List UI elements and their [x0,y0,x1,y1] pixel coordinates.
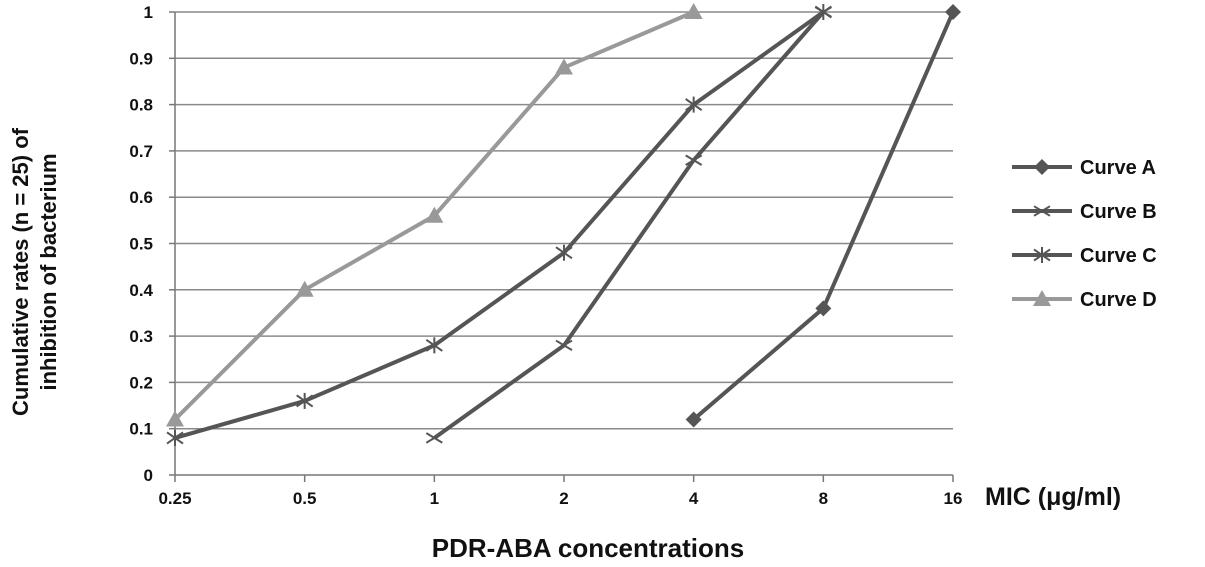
legend-marker [1033,290,1051,306]
x-tick-label: 0.5 [293,489,317,508]
y-axis-label-line2: inhibition of bacterium [36,153,61,390]
series-line-curve-b [433,10,825,440]
y-tick-label: 0.5 [129,235,153,254]
data-point-curve-c [425,337,443,354]
y-tick-label: 1 [144,3,153,22]
legend-item-curve-d: Curve D [1012,289,1157,311]
data-point-curve-d [425,206,444,223]
data-point-curve-a [685,411,702,428]
y-tick-label: 0.2 [129,373,153,392]
y-tick-label: 0.9 [129,49,153,68]
data-point-curve-b [555,339,573,352]
series-line-curve-a [692,11,955,421]
y-axis-label-line1: Cumulative rates (n = 25) of [8,127,33,416]
axes [169,11,954,482]
x-tick-label: 4 [689,489,699,508]
legend-item-curve-c: Curve C [1012,245,1157,267]
data-point-curve-a [815,300,832,317]
legend-marker [1034,159,1050,175]
data-point-curve-c [166,429,184,446]
y-tick-label: 0.3 [129,327,153,346]
y-tick-label: 0.4 [129,281,153,300]
x-tick-labels: 0.25 0.5 1 2 4 8 16 [158,489,962,508]
data-point-curve-d [684,3,703,19]
legend: Curve A Curve B Curve C Curve D [1012,157,1157,311]
series-group [166,3,961,446]
x-unit-label: MIC (μg/ml) [985,483,1121,511]
y-tick-label: 0.1 [129,420,153,439]
data-point-curve-c [814,4,832,20]
data-point-curve-b [425,432,443,444]
x-tick-label: 8 [819,489,828,508]
data-point-curve-c [296,392,314,409]
legend-label: Curve C [1080,245,1157,267]
series-curve-d [166,3,703,427]
x-tick-label: 16 [944,489,963,508]
data-point-curve-a [945,4,961,20]
data-point-curve-c [555,244,573,261]
legend-marker [1033,205,1051,217]
series-curve-a [685,4,961,428]
y-tick-label: 0.6 [129,188,153,207]
data-point-curve-d [555,58,573,75]
series-curve-c [166,4,832,446]
y-tick-label: 0.8 [129,96,153,115]
series-line-curve-c [174,10,825,440]
x-tick-label: 2 [559,489,568,508]
y-tick-labels: 0 0.1 0.2 0.3 0.4 0.5 0.6 0.7 0.8 0.9 1 [129,3,153,485]
legend-item-curve-a: Curve A [1012,157,1156,179]
series-curve-b [425,6,832,444]
y-tick-label: 0.7 [129,142,153,161]
legend-label: Curve D [1080,289,1157,311]
x-axis-label: PDR-ABA concentrations [432,533,745,563]
y-tick-label: 0 [144,466,153,485]
legend-marker [1033,247,1051,263]
data-point-curve-c [685,96,703,113]
legend-item-curve-b: Curve B [1012,201,1157,223]
data-point-curve-b [685,154,703,166]
x-tick-label: 0.25 [158,489,191,508]
legend-label: Curve B [1080,201,1157,223]
data-point-curve-d [166,410,184,427]
data-point-curve-d [295,280,314,297]
legend-label: Curve A [1080,157,1156,179]
x-tick-label: 1 [430,489,439,508]
